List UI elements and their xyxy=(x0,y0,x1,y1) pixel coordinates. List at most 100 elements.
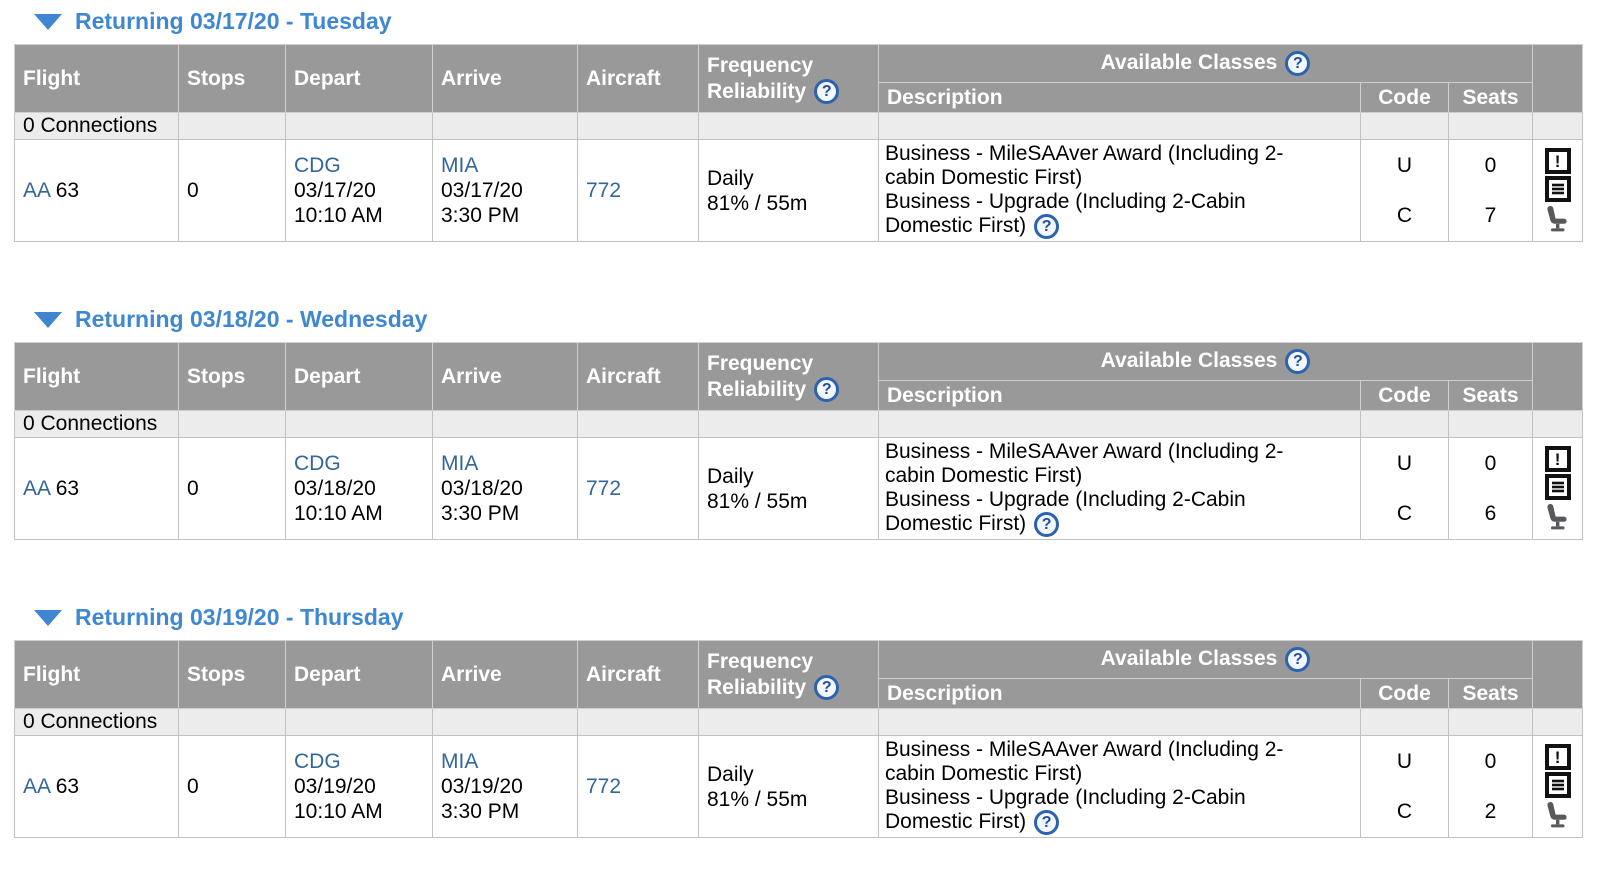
row-actions-cell: ! xyxy=(1532,139,1584,242)
col-header-depart: Depart xyxy=(285,640,433,709)
col-header-flight: Flight xyxy=(14,640,179,709)
arrive-date: 03/17/20 xyxy=(441,179,523,202)
aircraft-link[interactable]: 772 xyxy=(586,774,622,798)
col-header-seats: Seats xyxy=(1447,678,1534,709)
flight-number: 63 xyxy=(55,774,80,798)
reliability-help-icon[interactable]: ? xyxy=(814,377,840,402)
available-classes-label: Available Classes xyxy=(1100,51,1278,75)
flight-alert-icon[interactable]: ! xyxy=(1544,446,1571,472)
seat-map-icon[interactable] xyxy=(1544,800,1571,829)
depart-date: 03/18/20 xyxy=(294,477,376,500)
flight-cell: AA 63 xyxy=(14,437,179,540)
airline-link[interactable]: AA xyxy=(23,476,50,500)
reliability-value: 81% / 55m xyxy=(707,787,808,811)
col-header-frequency-reliability: Frequency Reliability ? xyxy=(698,342,879,411)
class-help-icon[interactable]: ? xyxy=(1034,214,1060,239)
col-header-actions xyxy=(1532,342,1584,411)
class-descriptions-cell: Business - MileSAAver Award (Including 2… xyxy=(878,437,1361,540)
aircraft-cell: 772 xyxy=(577,437,699,540)
col-header-aircraft: Aircraft xyxy=(577,342,699,411)
class-help-icon[interactable]: ? xyxy=(1034,810,1060,835)
airline-link[interactable]: AA xyxy=(23,774,50,798)
reliability-help-icon[interactable]: ? xyxy=(814,675,840,700)
aircraft-cell: 772 xyxy=(577,139,699,242)
depart-date: 03/19/20 xyxy=(294,775,376,798)
arrive-airport-link[interactable]: MIA xyxy=(441,154,479,177)
stops-cell: 0 xyxy=(178,139,286,242)
col-header-actions xyxy=(1532,640,1584,709)
stops-cell: 0 xyxy=(178,735,286,838)
col-header-code: Code xyxy=(1360,82,1449,113)
reliability-value: 81% / 55m xyxy=(707,489,808,513)
class-code: U xyxy=(1396,749,1413,773)
flight-alert-icon[interactable]: ! xyxy=(1544,744,1571,770)
col-header-flight: Flight xyxy=(14,44,179,113)
frequency-label: Frequency xyxy=(707,53,814,77)
frequency-cell: Daily 81% / 55m xyxy=(698,437,879,540)
fare-notes-icon[interactable] xyxy=(1544,176,1571,202)
class-description: Business - MileSAAver Award (Including 2… xyxy=(885,142,1284,189)
class-seats: 0 xyxy=(1484,451,1497,475)
class-descriptions-cell: Business - MileSAAver Award (Including 2… xyxy=(878,735,1361,838)
row-actions-cell: ! xyxy=(1532,735,1584,838)
available-classes-help-icon[interactable]: ? xyxy=(1285,51,1311,76)
depart-airport-link[interactable]: CDG xyxy=(294,154,341,177)
flight-row: AA 63 0 CDG 03/18/20 10:10 AM MIA 03/18/… xyxy=(14,437,1584,540)
section-header-toggle[interactable]: Returning 03/18/20 - Wednesday xyxy=(14,306,1588,333)
row-actions-cell: ! xyxy=(1532,437,1584,540)
flights-table: Flight Stops Depart Arrive Aircraft Freq… xyxy=(14,342,1584,540)
class-seats: 0 xyxy=(1484,749,1497,773)
section-header-toggle[interactable]: Returning 03/17/20 - Tuesday xyxy=(14,8,1588,35)
frequency-value: Daily xyxy=(707,166,754,190)
depart-time: 10:10 AM xyxy=(294,800,383,823)
seat-map-icon[interactable] xyxy=(1544,502,1571,531)
section-title: Returning 03/17/20 - Tuesday xyxy=(75,8,392,34)
depart-airport-link[interactable]: CDG xyxy=(294,452,341,475)
col-header-stops: Stops xyxy=(178,640,286,709)
class-description: Business - MileSAAver Award (Including 2… xyxy=(885,738,1284,785)
reliability-value: 81% / 55m xyxy=(707,191,808,215)
depart-airport-link[interactable]: CDG xyxy=(294,750,341,773)
depart-cell: CDG 03/17/20 10:10 AM xyxy=(285,139,433,242)
class-description: Business - Upgrade (Including 2-Cabin Do… xyxy=(885,190,1246,238)
class-seats: 6 xyxy=(1484,501,1497,525)
available-classes-label: Available Classes xyxy=(1100,647,1278,671)
col-header-flight: Flight xyxy=(14,342,179,411)
col-header-depart: Depart xyxy=(285,44,433,113)
arrive-date: 03/19/20 xyxy=(441,775,523,798)
fare-notes-icon[interactable] xyxy=(1544,474,1571,500)
aircraft-link[interactable]: 772 xyxy=(586,476,622,500)
collapse-triangle-icon[interactable] xyxy=(34,13,62,30)
col-header-arrive: Arrive xyxy=(432,44,578,113)
collapse-triangle-icon[interactable] xyxy=(34,609,62,626)
arrive-airport-link[interactable]: MIA xyxy=(441,750,479,773)
arrive-cell: MIA 03/19/20 3:30 PM xyxy=(432,735,578,838)
collapse-triangle-icon[interactable] xyxy=(34,311,62,328)
seat-map-icon[interactable] xyxy=(1544,204,1571,233)
flight-alert-icon[interactable]: ! xyxy=(1544,148,1571,174)
class-code: U xyxy=(1396,153,1413,177)
reliability-label: Reliability xyxy=(707,377,807,401)
airline-link[interactable]: AA xyxy=(23,178,50,202)
fare-notes-icon[interactable] xyxy=(1544,772,1571,798)
arrive-airport-link[interactable]: MIA xyxy=(441,452,479,475)
class-help-icon[interactable]: ? xyxy=(1034,512,1060,537)
reliability-label: Reliability xyxy=(707,79,807,103)
flight-row: AA 63 0 CDG 03/17/20 10:10 AM MIA 03/17/… xyxy=(14,139,1584,242)
col-header-depart: Depart xyxy=(285,342,433,411)
section-title: Returning 03/19/20 - Thursday xyxy=(75,604,404,630)
section-title: Returning 03/18/20 - Wednesday xyxy=(75,306,428,332)
frequency-label: Frequency xyxy=(707,351,814,375)
col-header-code: Code xyxy=(1360,380,1449,411)
class-seats: 2 xyxy=(1484,799,1497,823)
frequency-cell: Daily 81% / 55m xyxy=(698,735,879,838)
class-code: C xyxy=(1396,203,1413,227)
available-classes-help-icon[interactable]: ? xyxy=(1285,647,1311,672)
aircraft-link[interactable]: 772 xyxy=(586,178,622,202)
available-classes-help-icon[interactable]: ? xyxy=(1285,349,1311,374)
reliability-help-icon[interactable]: ? xyxy=(814,79,840,104)
frequency-value: Daily xyxy=(707,762,754,786)
section-header-toggle[interactable]: Returning 03/19/20 - Thursday xyxy=(14,604,1588,631)
col-header-arrive: Arrive xyxy=(432,342,578,411)
depart-time: 10:10 AM xyxy=(294,204,383,227)
